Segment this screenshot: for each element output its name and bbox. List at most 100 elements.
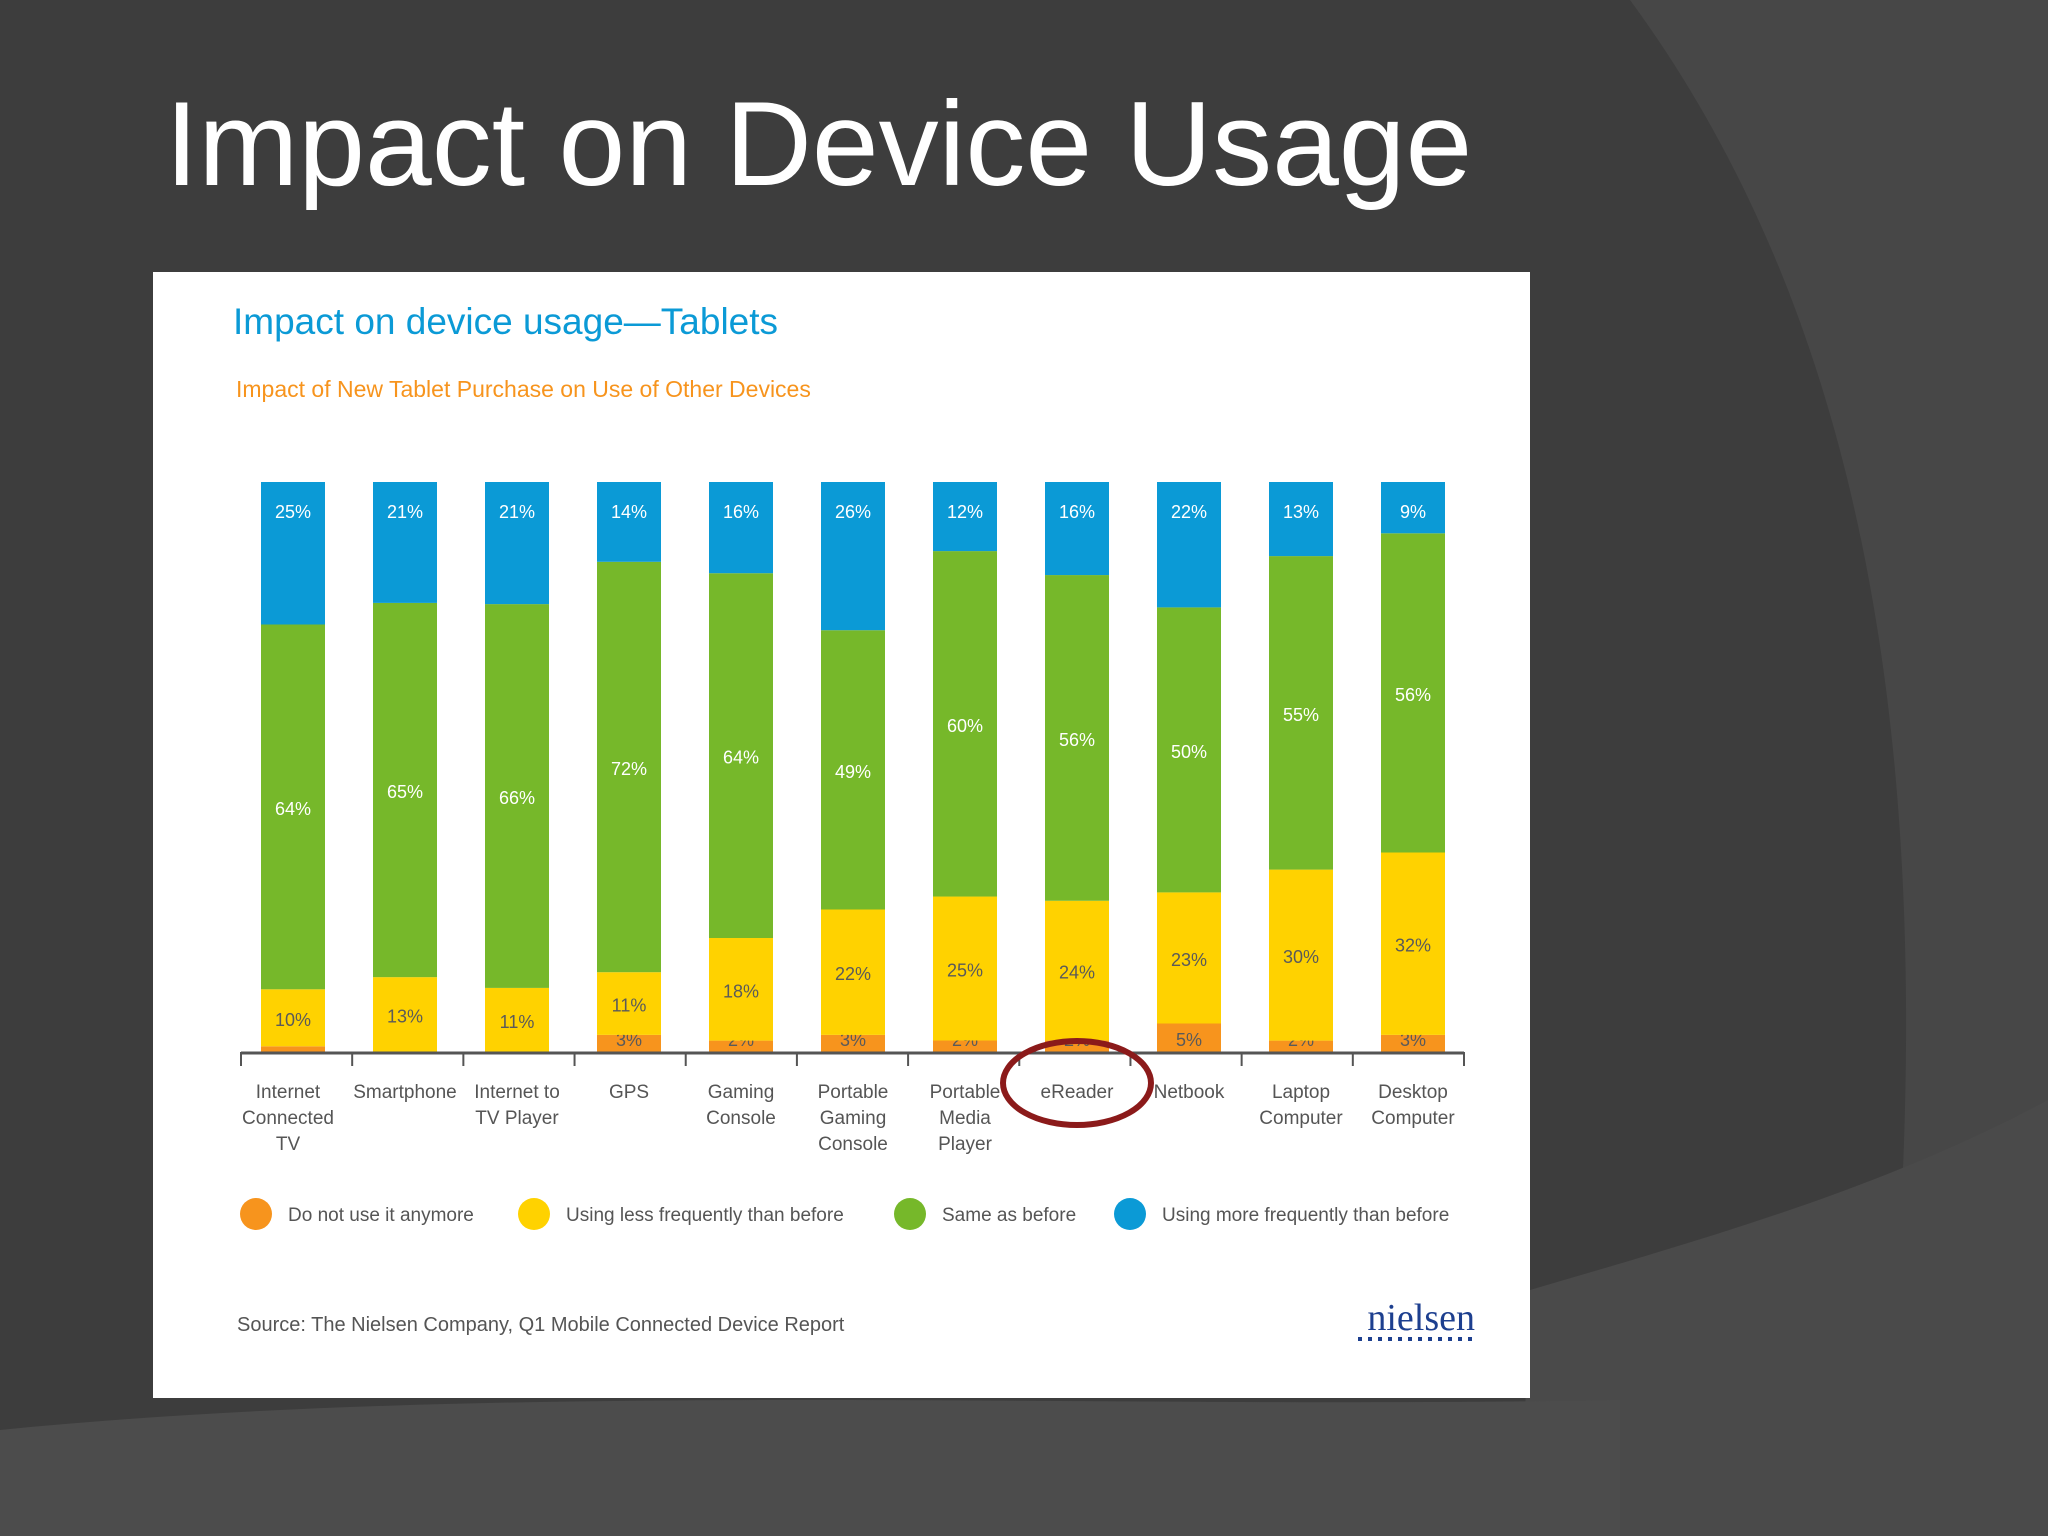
logo-dot [1428,1337,1432,1341]
bar-segment [821,909,885,1035]
bar-segment [1381,852,1445,1035]
bar-segment [261,1046,325,1052]
data-label: 10% [275,1010,311,1030]
bar-segment [261,989,325,1047]
bar-segment [373,977,437,1052]
background-arc [1520,1100,2048,1536]
data-label: 32% [1395,936,1431,956]
slide-title: Impact on Device Usage [165,77,1473,211]
bar-segment [485,482,549,605]
data-label: 66% [499,788,535,808]
bar-segment [1269,482,1333,557]
data-label: 11% [500,1012,535,1032]
bar-segment [597,482,661,562]
data-label: 22% [1171,502,1207,522]
logo-dot [1398,1337,1402,1341]
logo-dot [1408,1337,1412,1341]
legend-swatch [1114,1198,1146,1230]
bar-segment [1157,1023,1221,1052]
bar-segment [1269,869,1333,1041]
nielsen-logo: nielsen [1367,1297,1475,1339]
bar-segment [709,938,773,1041]
legend-swatch [894,1198,926,1230]
bar-segment [597,561,661,973]
x-tick-label: Laptop [1272,1082,1330,1103]
data-label: 13% [1283,502,1319,522]
bar-segment [261,482,325,625]
bar-segment [261,624,325,990]
x-tick-label: Console [818,1134,888,1155]
bar-segment [1045,575,1109,901]
logo-dots [1358,1337,1472,1341]
background-arc [1630,0,2048,1230]
data-label: 5% [1176,1030,1202,1050]
data-label: 11% [612,996,647,1016]
data-label: 14% [611,502,647,522]
legend-label: Using less frequently than before [566,1205,844,1226]
bar-segment [1045,1040,1109,1052]
bar-segment [485,604,549,988]
data-label: 56% [1395,685,1431,705]
data-label: 56% [1059,730,1095,750]
bar-segment [821,482,885,631]
chart-panel: Impact on device usage—Tablets Impact of… [153,272,1530,1398]
bar-segment [821,1034,885,1052]
x-tick-label: Internet to [474,1082,560,1103]
x-tick-label: Computer [1371,1108,1455,1129]
data-label: 3% [616,1030,642,1050]
data-label: 21% [387,502,423,522]
logo-dot [1468,1337,1472,1341]
bar-segment [373,482,437,603]
bar-segment [1381,1034,1445,1052]
data-label: 12% [947,502,983,522]
legend-label: Same as before [942,1205,1076,1226]
logo-dot [1438,1337,1442,1341]
logo-dot [1388,1337,1392,1341]
bar-segment [821,630,885,910]
data-label: 64% [723,748,759,768]
data-label: 26% [835,502,871,522]
x-tick-label: GPS [609,1082,649,1103]
data-label: 23% [1171,950,1207,970]
bar-segment [1045,900,1109,1041]
x-tick-label: Player [938,1134,993,1155]
x-axis [240,1051,1465,1066]
x-tick-label: Gaming [708,1082,775,1103]
data-label: 65% [387,782,423,802]
chart-title: Impact on device usage—Tablets [233,301,778,342]
bar-segment [709,1040,773,1052]
x-tick-label: TV [276,1134,301,1155]
legend-swatch [518,1198,550,1230]
bar-segment [597,1034,661,1052]
data-label: 24% [1059,963,1095,983]
legend: Do not use it anymore Using less frequent… [240,1198,1449,1230]
bar-segment [933,482,997,552]
data-label: 60% [947,716,983,736]
legend-label: Do not use it anymore [288,1205,474,1226]
data-label: 55% [1283,705,1319,725]
bar-segment [597,972,661,1035]
bar-segment [1045,482,1109,576]
bar-segment [1157,892,1221,1024]
bar-segment [933,551,997,897]
data-label: 64% [275,799,311,819]
data-label: 9% [1400,502,1426,522]
logo-dot [1448,1337,1452,1341]
x-axis-labels: Internet Connected TV Smartphone Internet to… [242,1082,1455,1155]
logo-dot [1418,1337,1422,1341]
bars-group: 1%10%64%25%13%65%21%0.02%11%66%21%3%11%7… [261,482,1445,1053]
data-label: 25% [947,961,983,981]
bar-segment [485,987,549,1052]
bar-segment [373,602,437,978]
x-tick-label: TV Player [475,1108,559,1129]
bar-segment [1157,607,1221,893]
data-label: 13% [387,1007,423,1027]
legend-swatch [240,1198,272,1230]
bar-segment [709,573,773,938]
x-tick-label: Gaming [820,1108,887,1129]
stacked-bar-chart: Impact on device usage—Tablets Impact of… [233,301,1475,1341]
data-label: 50% [1171,742,1207,762]
highlight-ring [1000,1038,1154,1128]
